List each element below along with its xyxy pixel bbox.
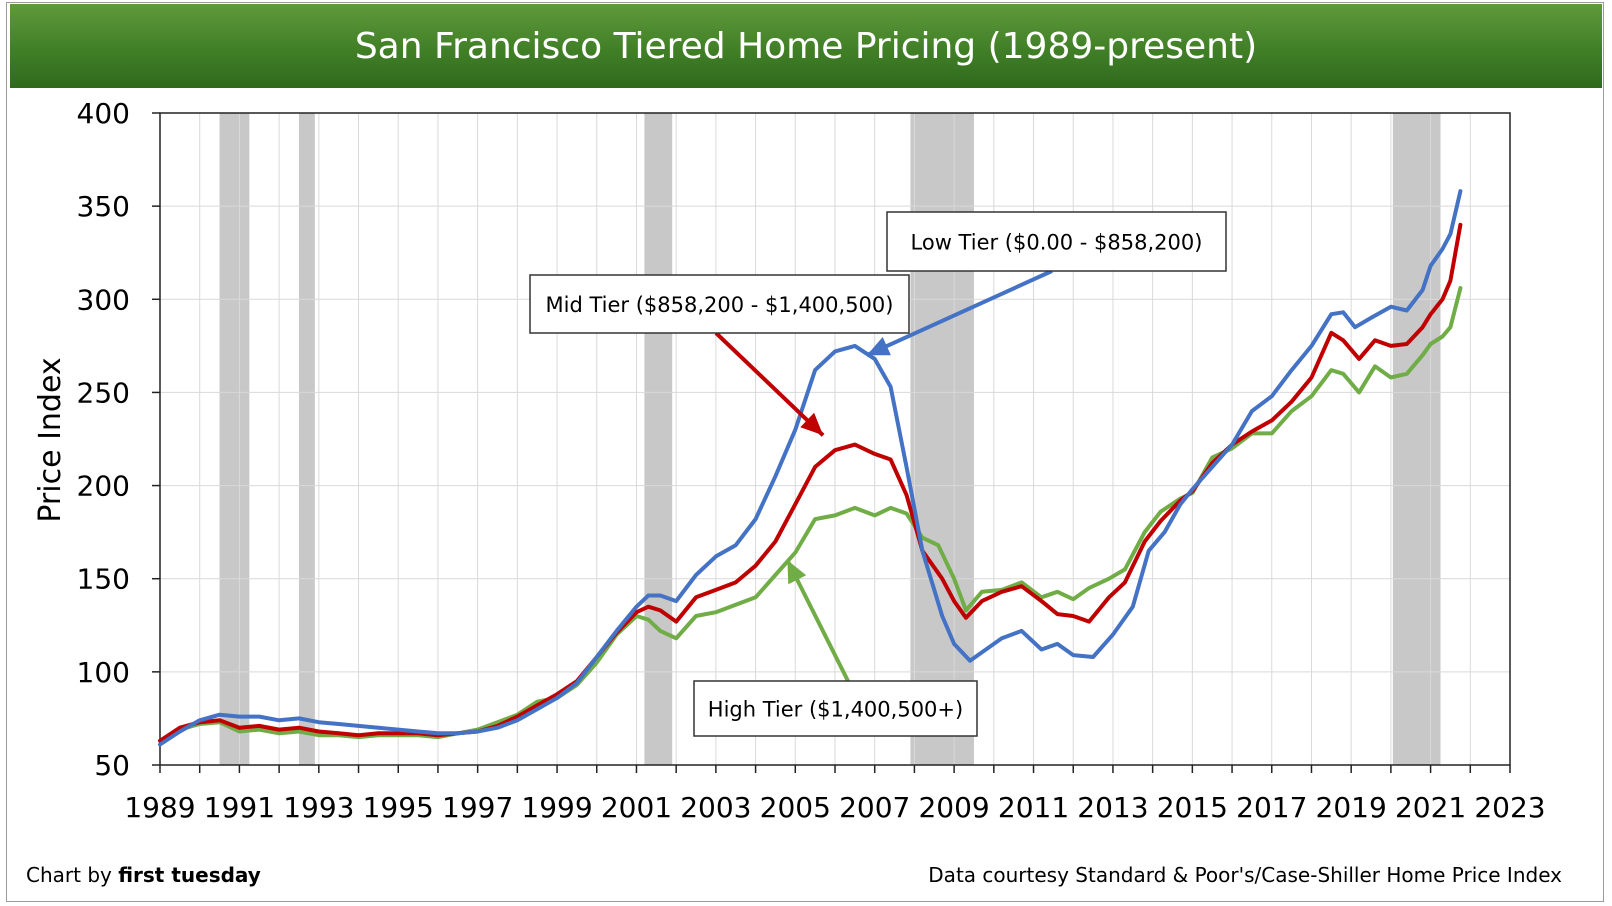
recession-band xyxy=(644,113,673,765)
x-tick-label: 2013 xyxy=(1077,791,1148,824)
y-tick-label: 100 xyxy=(77,656,130,689)
x-tick-label: 1999 xyxy=(521,791,592,824)
high-tier-label: High Tier ($1,400,500+) xyxy=(708,698,963,722)
high-tier-line xyxy=(158,286,1463,743)
high-tier-arrow-head xyxy=(787,560,807,585)
mid-tier-label: Mid Tier ($858,200 - $1,400,500) xyxy=(546,293,894,317)
recession-band xyxy=(219,113,250,765)
chart-frame xyxy=(6,2,1604,902)
low-tier-label-box xyxy=(886,211,1227,272)
recession-band xyxy=(1392,113,1441,765)
x-tick-label: 2019 xyxy=(1316,791,1387,824)
mid-tier-label-box xyxy=(529,274,910,334)
chart-credit: Chart by first tuesday xyxy=(26,863,261,887)
y-tick-label: 250 xyxy=(77,376,130,409)
x-tick-label: 2009 xyxy=(918,791,989,824)
x-tick-label: 2017 xyxy=(1236,791,1307,824)
x-tick-label: 1997 xyxy=(442,791,513,824)
mid-tier-arrow-shaft xyxy=(714,331,825,437)
x-tick-label: 2023 xyxy=(1474,791,1545,824)
mid-tier-line xyxy=(158,222,1463,743)
credit-prefix: Chart by xyxy=(26,863,112,887)
y-tick-label: 50 xyxy=(94,749,130,782)
y-tick-label: 150 xyxy=(77,563,130,596)
x-tick-label: 2003 xyxy=(680,791,751,824)
low-tier-arrow-head xyxy=(866,337,891,356)
x-tick-label: 1991 xyxy=(204,791,275,824)
x-tick-label: 1993 xyxy=(283,791,354,824)
low-tier-arrow-shaft xyxy=(865,269,1053,357)
high-tier-label-box xyxy=(693,680,978,737)
x-tick-label: 1989 xyxy=(124,791,195,824)
credit-name: first tuesday xyxy=(118,863,261,887)
y-axis-label: Price Index xyxy=(33,357,68,522)
recession-band xyxy=(910,113,974,765)
x-tick-label: 2011 xyxy=(998,791,1069,824)
mid-tier-arrow-head xyxy=(800,412,824,436)
x-tick-label: 2021 xyxy=(1395,791,1466,824)
x-tick-label: 2005 xyxy=(760,791,831,824)
y-tick-label: 200 xyxy=(77,470,130,503)
recession-band xyxy=(298,113,315,765)
x-tick-label: 2001 xyxy=(601,791,672,824)
y-tick-label: 400 xyxy=(77,97,130,130)
y-tick-label: 300 xyxy=(77,283,130,316)
low-tier-label: Low Tier ($0.00 - $858,200) xyxy=(911,231,1203,255)
low-tier-line xyxy=(158,189,1463,747)
x-tick-label: 2015 xyxy=(1157,791,1228,824)
x-tick-label: 2007 xyxy=(839,791,910,824)
data-source: Data courtesy Standard & Poor's/Case-Shi… xyxy=(928,863,1562,887)
title-banner: San Francisco Tiered Home Pricing (1989-… xyxy=(10,4,1602,88)
high-tier-arrow-shaft xyxy=(785,559,850,682)
chart-title: San Francisco Tiered Home Pricing (1989-… xyxy=(354,25,1258,67)
x-tick-label: 1995 xyxy=(363,791,434,824)
y-tick-label: 350 xyxy=(77,190,130,223)
